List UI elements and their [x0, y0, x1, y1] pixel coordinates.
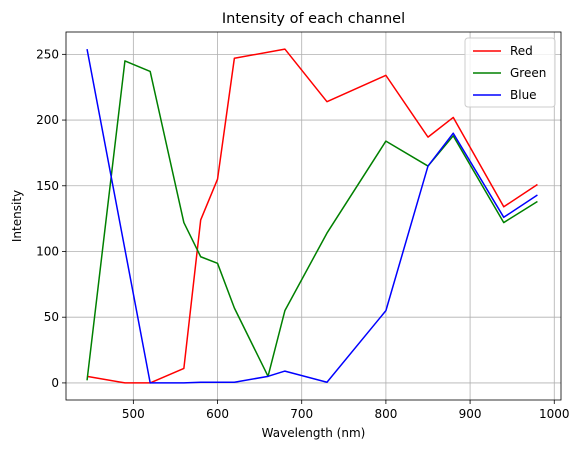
y-tick-label: 100: [36, 244, 59, 258]
legend-label-red: Red: [510, 44, 533, 58]
x-tick-label: 500: [122, 407, 145, 421]
y-tick-label: 0: [51, 376, 59, 390]
series-line-blue: [86, 48, 538, 384]
y-tick-label: 250: [36, 47, 59, 61]
x-tick-label: 700: [290, 407, 313, 421]
legend-label-blue: Blue: [510, 88, 537, 102]
series-line-red: [86, 48, 538, 384]
x-tick-label: 600: [206, 407, 229, 421]
legend: Red Green Blue: [464, 37, 556, 108]
x-tick-label: 900: [459, 407, 482, 421]
x-tick-label: 1000: [539, 407, 570, 421]
chart-title: Intensity of each channel: [222, 11, 405, 27]
y-tick-label: 50: [44, 310, 59, 324]
legend-label-green: Green: [510, 66, 546, 80]
x-axis-label: Wavelength (nm): [262, 426, 366, 440]
y-tick-label: 200: [36, 113, 59, 127]
y-tick-label: 150: [36, 179, 59, 193]
axis-ticks: 500 600 700 800 900 1000 0 50 100 150 200 250: [36, 47, 569, 421]
series-layer: [86, 48, 538, 384]
y-axis-label: Intensity: [10, 190, 24, 242]
x-tick-label: 800: [374, 407, 397, 421]
legend-box: [464, 37, 556, 108]
plot-frame: [65, 31, 562, 401]
